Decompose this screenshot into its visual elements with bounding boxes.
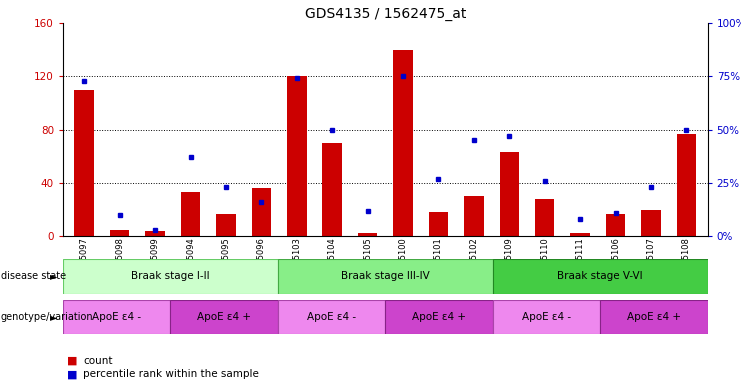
Bar — [641, 210, 661, 236]
Text: Braak stage V-VI: Braak stage V-VI — [557, 271, 643, 281]
Bar — [181, 192, 200, 236]
Text: ApoE ε4 -: ApoE ε4 - — [307, 312, 356, 322]
Text: genotype/variation: genotype/variation — [1, 312, 93, 322]
Title: GDS4135 / 1562475_at: GDS4135 / 1562475_at — [305, 7, 466, 21]
Text: count: count — [83, 356, 113, 366]
Bar — [358, 233, 377, 236]
Bar — [606, 214, 625, 236]
Bar — [600, 300, 708, 334]
Bar — [110, 230, 130, 236]
Bar — [145, 231, 165, 236]
Bar — [429, 212, 448, 236]
Bar — [63, 259, 278, 294]
Text: Braak stage I-II: Braak stage I-II — [131, 271, 210, 281]
Text: ■: ■ — [67, 369, 77, 379]
Bar — [75, 89, 94, 236]
Bar — [278, 259, 493, 294]
Bar — [287, 76, 307, 236]
Bar — [493, 259, 708, 294]
Text: Braak stage III-IV: Braak stage III-IV — [341, 271, 430, 281]
Bar — [252, 188, 271, 236]
Bar — [677, 134, 696, 236]
Bar — [170, 300, 278, 334]
Bar — [464, 196, 484, 236]
Bar — [216, 214, 236, 236]
Text: ►: ► — [50, 312, 58, 322]
Bar — [499, 152, 519, 236]
Bar — [393, 50, 413, 236]
Bar — [278, 300, 385, 334]
Bar — [322, 143, 342, 236]
Text: ApoE ε4 -: ApoE ε4 - — [92, 312, 142, 322]
Bar — [63, 300, 170, 334]
Text: ApoE ε4 +: ApoE ε4 + — [412, 312, 466, 322]
Text: ApoE ε4 +: ApoE ε4 + — [627, 312, 681, 322]
Bar — [535, 199, 554, 236]
Text: ApoE ε4 -: ApoE ε4 - — [522, 312, 571, 322]
Text: ■: ■ — [67, 356, 77, 366]
Text: ApoE ε4 +: ApoE ε4 + — [197, 312, 251, 322]
Text: disease state: disease state — [1, 271, 66, 281]
Bar — [571, 233, 590, 236]
Bar — [493, 300, 600, 334]
Text: percentile rank within the sample: percentile rank within the sample — [83, 369, 259, 379]
Bar — [385, 300, 493, 334]
Text: ►: ► — [50, 271, 58, 281]
